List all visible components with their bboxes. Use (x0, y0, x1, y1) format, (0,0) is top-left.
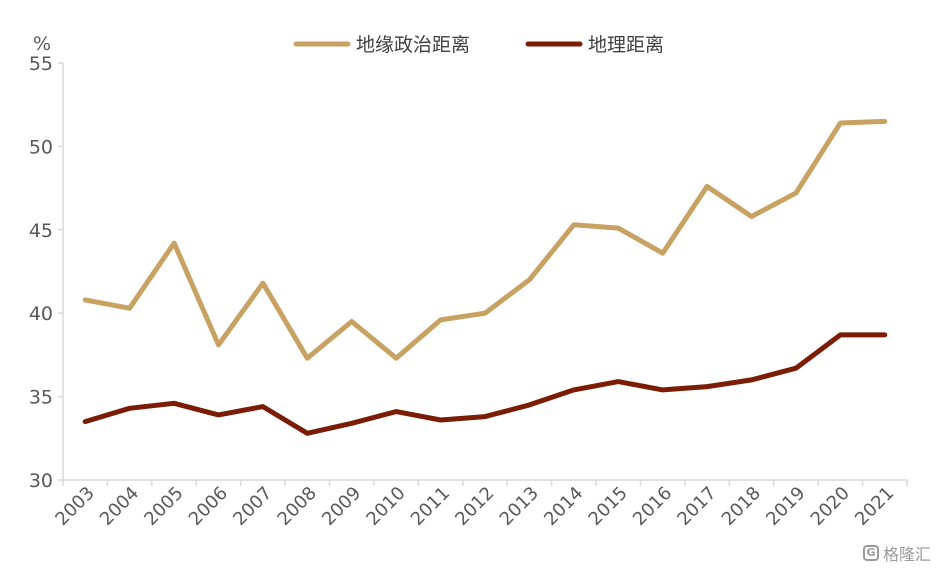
x-tick-label: 2006 (185, 483, 232, 530)
x-tick-label: 2019 (762, 483, 809, 530)
x-tick-label: 2007 (229, 483, 276, 530)
y-tick-label: 45 (29, 220, 53, 242)
y-axis: 30 35 40 45 50 55 (29, 53, 64, 492)
y-tick-label: 30 (29, 470, 53, 492)
x-tick-label: 2016 (629, 483, 676, 530)
legend-label-1: 地理距离 (588, 34, 664, 56)
x-tick-label: 2012 (451, 483, 498, 530)
watermark-text: 格隆汇 (882, 545, 931, 564)
x-tick-label: 2013 (496, 483, 543, 530)
x-tick-label: 2018 (718, 483, 765, 530)
x-tick-label: 2009 (318, 483, 365, 530)
x-tick-label: 2008 (274, 483, 321, 530)
x-tick-label: 2011 (407, 483, 454, 530)
watermark-logo-icon: G (862, 545, 879, 561)
y-axis-unit-label: % (33, 33, 51, 55)
x-tick-label: 2015 (585, 483, 632, 530)
x-tick-label: 2021 (851, 483, 898, 530)
x-tick-label: 2010 (362, 483, 409, 530)
x-tick-label: 2020 (807, 483, 854, 530)
series-line-0 (82, 118, 888, 361)
y-tick-label: 50 (29, 136, 53, 158)
x-tick-label: 2017 (673, 483, 720, 530)
legend: 地缘政治距离 地理距离 (293, 34, 664, 56)
x-tick-label: 2003 (52, 483, 99, 530)
x-tick-label: 2014 (540, 483, 587, 530)
y-tick-label: 35 (29, 387, 53, 409)
x-tick-label: 2004 (96, 483, 143, 530)
x-tick-label: 2005 (140, 483, 187, 530)
legend-label-0: 地缘政治距离 (356, 34, 470, 56)
x-axis: 2003200420052006200720082009201020112012… (52, 479, 908, 530)
y-tick-label: 40 (29, 303, 53, 325)
series-lines (82, 118, 888, 436)
series-line-1 (82, 332, 888, 436)
watermark: G 格隆汇 (862, 541, 931, 565)
y-tick-label: 55 (29, 53, 53, 75)
